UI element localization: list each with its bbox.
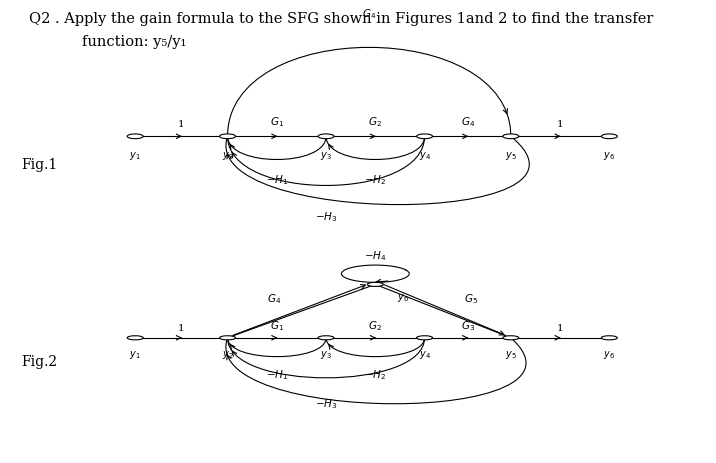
- Circle shape: [417, 336, 432, 340]
- Circle shape: [220, 336, 236, 340]
- Circle shape: [503, 336, 519, 340]
- Text: $y_6$: $y_6$: [604, 348, 615, 360]
- Text: $y_5$: $y_5$: [505, 348, 517, 360]
- Circle shape: [220, 135, 236, 139]
- Text: $y_1$: $y_1$: [130, 150, 141, 162]
- Text: $y_2$: $y_2$: [222, 150, 233, 162]
- Text: $y_6$: $y_6$: [397, 291, 409, 303]
- Circle shape: [601, 135, 617, 139]
- Circle shape: [127, 135, 143, 139]
- Text: $y_4$: $y_4$: [419, 348, 430, 360]
- Circle shape: [417, 135, 432, 139]
- Text: $-H_1$: $-H_1$: [266, 172, 288, 186]
- Text: $y_6$: $y_6$: [604, 150, 615, 162]
- Text: $y_4$: $y_4$: [419, 150, 430, 162]
- Circle shape: [367, 283, 383, 287]
- Text: $y_5$: $y_5$: [505, 150, 517, 162]
- Circle shape: [127, 336, 143, 340]
- Text: Q2 . Apply the gain formula to the SFG shown in Figures 1and 2 to find the trans: Q2 . Apply the gain formula to the SFG s…: [29, 12, 653, 25]
- Circle shape: [318, 135, 334, 139]
- Text: 1: 1: [178, 120, 185, 129]
- Text: $-H_2$: $-H_2$: [364, 172, 387, 186]
- Circle shape: [503, 135, 519, 139]
- Text: $G_1$: $G_1$: [270, 318, 284, 332]
- Text: $G_1$: $G_1$: [270, 115, 284, 129]
- Text: Fig.1: Fig.1: [21, 157, 58, 171]
- Text: 1: 1: [178, 323, 185, 332]
- Text: $G_2$: $G_2$: [369, 318, 382, 332]
- Text: $y_1$: $y_1$: [130, 348, 141, 360]
- Text: $-H_1$: $-H_1$: [266, 367, 288, 381]
- Text: $G_4$: $G_4$: [460, 115, 475, 129]
- Text: $-H_3$: $-H_3$: [315, 210, 337, 224]
- Text: $-H_3$: $-H_3$: [315, 396, 337, 410]
- Text: $y_2$: $y_2$: [222, 348, 233, 360]
- Text: $G_5$: $G_5$: [464, 291, 478, 305]
- Text: Fig.2: Fig.2: [21, 354, 57, 368]
- Text: $G_3$: $G_3$: [460, 318, 475, 332]
- Text: $G_4$: $G_4$: [362, 7, 377, 21]
- Circle shape: [601, 336, 617, 340]
- Text: 1: 1: [557, 120, 563, 129]
- Text: 1: 1: [557, 323, 563, 332]
- Text: function: y₅/y₁: function: y₅/y₁: [82, 35, 187, 49]
- Text: $y_3$: $y_3$: [320, 348, 332, 360]
- Text: $-H_2$: $-H_2$: [364, 367, 387, 381]
- Text: $-H_4$: $-H_4$: [364, 249, 387, 263]
- Text: $y_3$: $y_3$: [320, 150, 332, 162]
- Circle shape: [318, 336, 334, 340]
- Text: $G_2$: $G_2$: [369, 115, 382, 129]
- Text: $G_4$: $G_4$: [266, 291, 281, 305]
